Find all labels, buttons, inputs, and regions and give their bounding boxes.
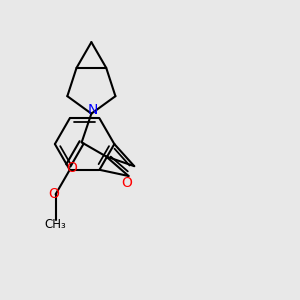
Text: O: O [122, 176, 133, 190]
Text: N: N [88, 103, 98, 117]
Text: O: O [66, 161, 77, 176]
Text: CH₃: CH₃ [45, 218, 67, 231]
Text: O: O [48, 187, 59, 201]
